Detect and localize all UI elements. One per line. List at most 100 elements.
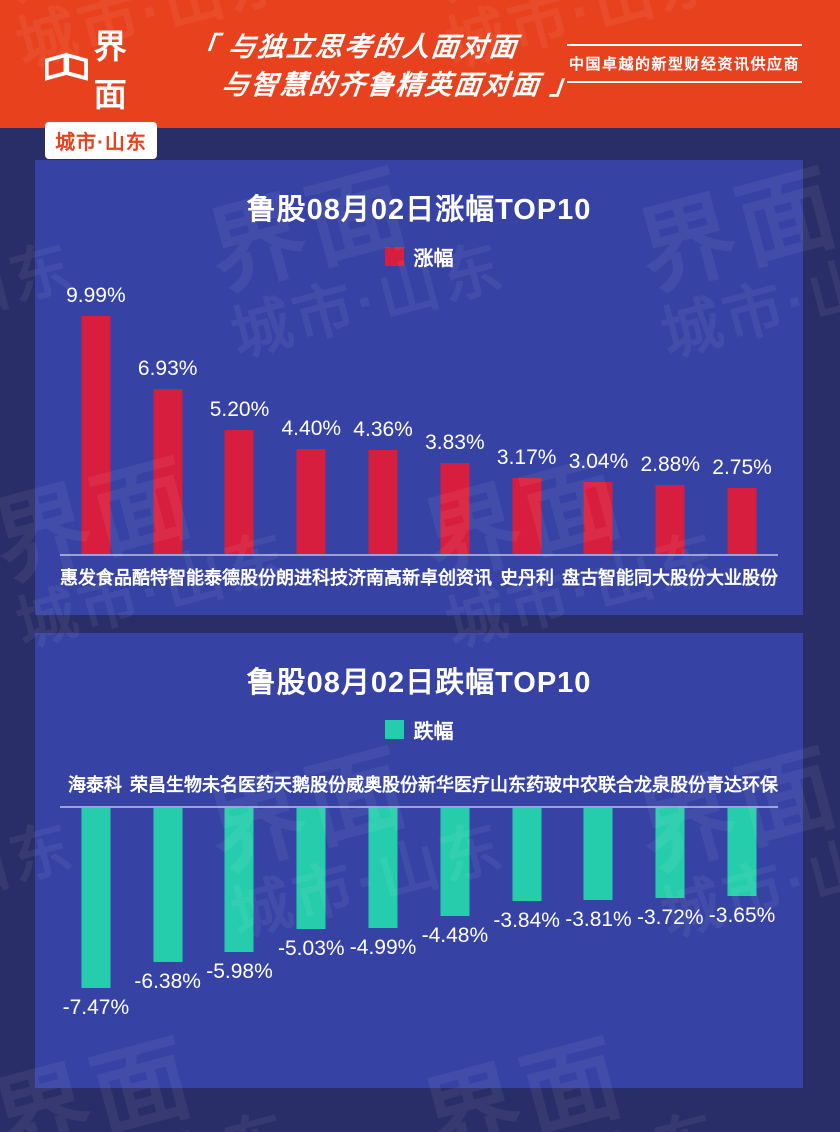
losers-legend-swatch (384, 720, 404, 739)
loss-bar (224, 808, 254, 952)
category-label: 威奥股份 (346, 775, 418, 795)
bar-column: 4.40% (275, 316, 347, 554)
loss-bar (81, 808, 111, 988)
slogan-line-1: 「 与独立思考的人面对面 (188, 32, 521, 62)
brand-logo: 界面 城市·山东 (45, 20, 157, 159)
category-label: 同大股份 (634, 568, 706, 588)
losers-axis-line (60, 806, 778, 808)
bar-column: -3.72% (634, 808, 706, 1033)
bar-column: 2.88% (634, 316, 706, 554)
category-label: 酷特智能 (132, 568, 204, 588)
losers-chart-panel: 鲁股08月02日跌幅TOP10 跌幅 海泰科 荣昌生物 未名医药 天鹅股份 威奥股份 新华… (35, 633, 803, 1088)
category-label: 泰德股份 (204, 568, 276, 588)
gain-bar (440, 463, 470, 554)
gain-bar (655, 485, 685, 554)
gainers-axis-line (60, 554, 778, 556)
loss-bar (512, 808, 542, 901)
bar-column: -4.99% (347, 808, 419, 1033)
value-label: -3.65% (708, 904, 776, 927)
bar-column: -5.03% (275, 808, 347, 1033)
header-slogan: 「 与独立思考的人面对面 与智慧的齐鲁精英面对面 」 (184, 28, 586, 104)
category-label: 中农联合 (562, 775, 634, 795)
gain-bar (368, 450, 398, 554)
category-label: 新华医疗 (418, 775, 490, 795)
gainers-legend: 涨幅 (35, 242, 803, 271)
losers-legend: 跌幅 (35, 715, 803, 744)
gain-bar (512, 478, 542, 554)
gainers-plot-area: 9.99% 6.93% 5.20% 4.40% 4.36% 3.83% 3.17% 3.04%… (60, 284, 778, 554)
logo-region-badge: 城市·山东 (45, 122, 157, 159)
gain-bar (583, 482, 613, 554)
loss-bar (368, 808, 398, 928)
bar-column: -5.98% (204, 808, 276, 1033)
value-label: 3.83% (425, 431, 485, 454)
value-label: 3.17% (496, 446, 557, 469)
category-label: 济南高新 (348, 568, 420, 588)
value-label: 6.93% (137, 357, 198, 380)
value-label: -6.38% (134, 970, 201, 993)
bar-column: 3.04% (563, 316, 635, 554)
bar-column: -3.65% (706, 808, 778, 1033)
header-tagline: 中国卓越的新型财经资讯供应商 (566, 44, 802, 83)
gain-bar (296, 449, 326, 554)
gainers-legend-swatch (384, 247, 404, 266)
value-label: -3.72% (636, 906, 704, 929)
value-label: 2.75% (712, 456, 772, 479)
value-label: -3.81% (565, 908, 632, 931)
value-label: -4.99% (349, 936, 417, 959)
category-label: 山东药玻 (490, 775, 562, 795)
value-label: -5.98% (206, 960, 273, 983)
gain-bar (727, 488, 757, 554)
bar-column: 3.83% (419, 316, 491, 554)
category-label: 海泰科 (68, 775, 122, 795)
value-label: 4.40% (281, 417, 342, 440)
loss-bar (296, 808, 326, 929)
bar-column: 5.20% (204, 316, 276, 554)
losers-category-row: 海泰科 荣昌生物 未名医药 天鹅股份 威奥股份 新华医疗 山东药玻 中农联合 龙泉股份 青达环保 (60, 771, 778, 797)
value-label: 3.04% (568, 450, 629, 473)
category-label: 盘古智能 (562, 568, 634, 588)
gainers-legend-label: 涨幅 (413, 248, 454, 270)
gainers-category-row: 惠发食品 酷特智能 泰德股份 朗进科技 济南高新 卓创资讯 史丹利 盘古智能 同大股份 大业股份 (60, 564, 778, 590)
category-label: 惠发食品 (60, 568, 132, 588)
bar-column: 3.17% (491, 316, 563, 554)
loss-bar (440, 808, 470, 916)
loss-bar (655, 808, 685, 898)
loss-bar (583, 808, 613, 900)
loss-bar (727, 808, 757, 896)
logo-top-row: 界面 (45, 20, 157, 116)
category-label: 史丹利 (500, 568, 554, 588)
loss-bar (153, 808, 183, 962)
category-label: 青达环保 (706, 775, 778, 795)
gain-bar (153, 389, 183, 554)
losers-plot-area: -7.47% -6.38% -5.98% -5.03% -4.99% -4.48% -3.8… (60, 808, 778, 1033)
bar-column: -3.84% (491, 808, 563, 1033)
gain-bar (81, 316, 111, 554)
value-label: -3.84% (493, 909, 560, 932)
jiemian-logo-icon (45, 52, 88, 81)
logo-wordmark: 界面 (93, 28, 128, 113)
value-label: -7.47% (62, 996, 130, 1019)
value-label: -4.48% (421, 924, 489, 947)
bar-column: -6.38% (132, 808, 204, 1033)
value-label: 5.20% (209, 398, 270, 421)
category-label: 天鹅股份 (274, 775, 346, 795)
category-label: 龙泉股份 (634, 775, 706, 795)
bar-column: 6.93% (132, 316, 204, 554)
value-label: 2.88% (640, 453, 701, 476)
losers-legend-label: 跌幅 (413, 721, 454, 743)
category-label: 大业股份 (706, 568, 778, 588)
bar-column: -4.48% (419, 808, 491, 1033)
slogan-line-2: 与智慧的齐鲁精英面对面 」 (220, 70, 582, 100)
bar-column: -7.47% (60, 808, 132, 1033)
category-label: 卓创资讯 (420, 568, 492, 588)
bar-column: -3.81% (563, 808, 635, 1033)
bar-column: 4.36% (347, 316, 419, 554)
gainers-chart-title: 鲁股08月02日涨幅TOP10 (246, 194, 592, 226)
bar-column: 2.75% (706, 316, 778, 554)
value-label: 9.99% (66, 284, 126, 307)
gain-bar (224, 430, 254, 554)
value-label: 4.36% (353, 418, 413, 441)
category-label: 朗进科技 (276, 568, 348, 588)
